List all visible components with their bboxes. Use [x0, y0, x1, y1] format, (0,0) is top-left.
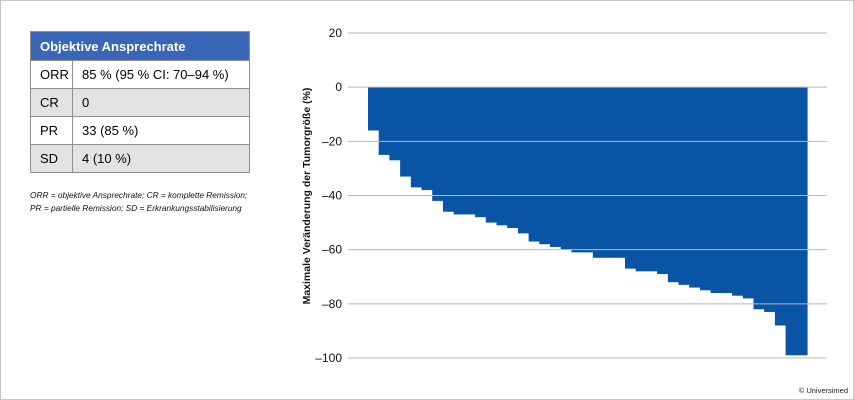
row-key-sd: SD — [30, 144, 73, 173]
y-tick-label: –100 — [315, 351, 342, 365]
bar — [539, 87, 551, 245]
y-tick-label: –80 — [322, 297, 342, 311]
y-axis: 20 0 –20 –40 –60 –80 –100 — [315, 26, 827, 365]
bar — [507, 87, 519, 228]
table-row: ORR 85 % (95 % CI: 70–94 %) — [30, 60, 250, 89]
bar — [624, 87, 637, 269]
table-header-row: Objektive Ansprechrate — [30, 31, 250, 61]
bar — [368, 87, 380, 131]
bar — [764, 87, 776, 312]
footnote-line-2: PR = partielle Remission; SD = Erkrankun… — [30, 203, 242, 213]
bar — [667, 87, 680, 283]
bar — [442, 87, 455, 212]
bar — [528, 87, 540, 242]
bar — [753, 87, 765, 310]
bars-group — [368, 87, 808, 356]
bar — [657, 87, 669, 275]
bar — [464, 87, 476, 215]
bar — [710, 87, 722, 293]
table-row: PR 33 (85 %) — [30, 116, 250, 145]
table-row: SD 4 (10 %) — [30, 144, 250, 173]
row-value-cr: 0 — [72, 88, 250, 117]
bar — [646, 87, 658, 272]
y-tick-label: 20 — [329, 26, 343, 40]
response-table: Objektive Ansprechrate ORR 85 % (95 % CI… — [30, 31, 250, 173]
row-value-sd: 4 (10 %) — [72, 144, 250, 173]
bar — [432, 87, 444, 201]
y-tick-label: 0 — [335, 80, 342, 94]
bar — [560, 87, 573, 250]
row-key-pr: PR — [30, 116, 73, 145]
table-header: Objektive Ansprechrate — [30, 31, 250, 61]
row-value-pr: 33 (85 %) — [72, 116, 250, 145]
footnote: ORR = objektive Ansprechrate; CR = kompl… — [30, 189, 270, 215]
bar — [603, 87, 615, 258]
bar — [699, 87, 712, 291]
bar — [785, 87, 797, 356]
bar — [689, 87, 701, 288]
bar — [796, 87, 808, 356]
y-axis-label: Maximale Veränderung der Tumorgröße (%) — [301, 88, 313, 305]
bar — [635, 87, 647, 272]
bar — [421, 87, 433, 191]
bar — [550, 87, 562, 247]
bar — [378, 87, 391, 155]
bar — [678, 87, 690, 285]
footnote-line-1: ORR = objektive Ansprechrate; CR = kompl… — [30, 190, 248, 200]
bar — [774, 87, 787, 326]
bar — [475, 87, 487, 218]
bar — [389, 87, 401, 161]
y-tick-label: –20 — [322, 134, 342, 148]
bar — [721, 87, 733, 293]
bar — [614, 87, 626, 258]
bar — [496, 87, 508, 226]
copyright-text: © Universimed — [798, 386, 848, 395]
bar — [410, 87, 423, 188]
y-tick-label: –60 — [322, 243, 342, 257]
table-row: CR 0 — [30, 88, 250, 117]
bar — [517, 87, 530, 234]
bar — [732, 87, 744, 296]
bar — [592, 87, 605, 258]
bar — [400, 87, 412, 177]
bar — [571, 87, 583, 253]
bar — [453, 87, 465, 215]
bar — [742, 87, 755, 299]
bar — [485, 87, 498, 223]
bar — [582, 87, 594, 253]
y-tick-label: –40 — [322, 189, 342, 203]
